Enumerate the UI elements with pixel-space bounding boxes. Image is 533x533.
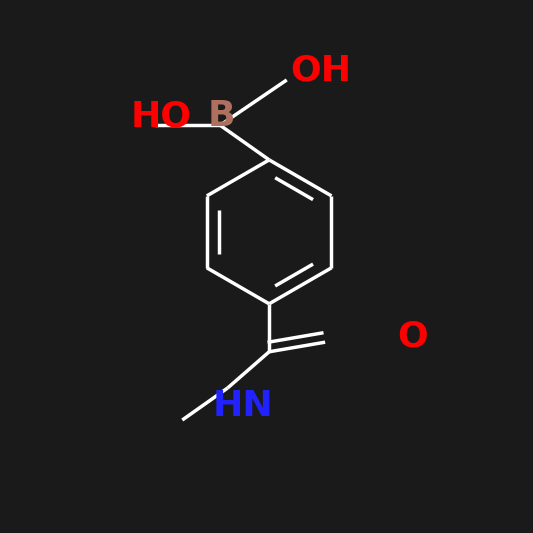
Text: B: B: [207, 99, 235, 133]
Text: HN: HN: [212, 389, 273, 423]
Text: OH: OH: [290, 53, 352, 87]
Text: O: O: [397, 320, 428, 354]
Text: HO: HO: [131, 99, 192, 133]
